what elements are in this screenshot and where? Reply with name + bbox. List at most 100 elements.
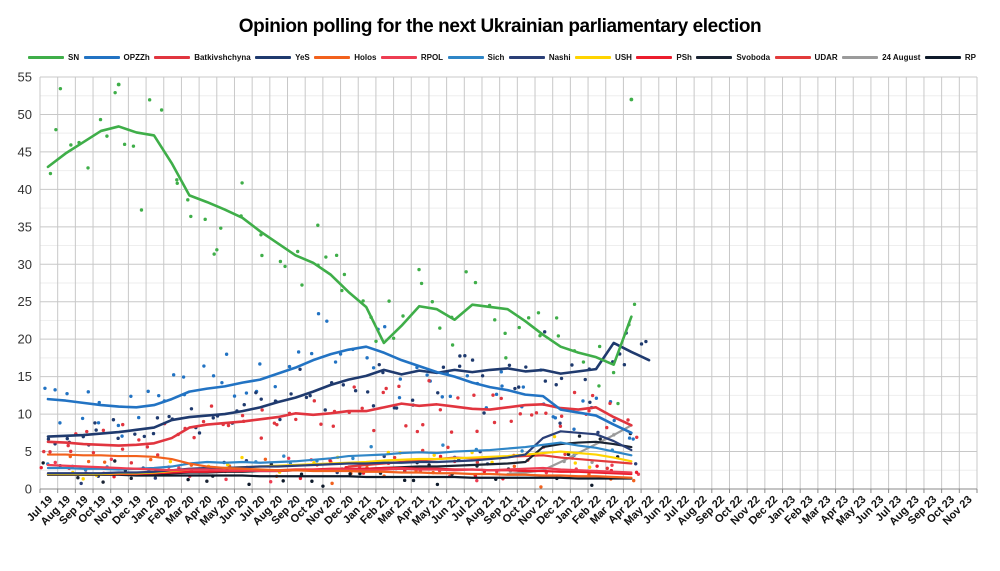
legend-label: Sich [487,53,505,62]
poll-scatter-point [86,390,90,394]
poll-scatter-point [644,339,648,344]
legend-item-Svoboda: Svoboda [696,53,770,62]
poll-scatter-point [101,428,106,433]
poll-scatter-point [86,166,90,170]
poll-scatter-point [397,395,402,400]
poll-scatter-point [401,314,405,318]
legend-swatch [696,56,733,59]
poll-scatter-point [517,385,521,389]
poll-scatter-point [215,248,219,252]
legend-item-USH: USH [575,53,632,62]
poll-scatter-point [145,445,150,449]
poll-scatter-point [211,374,216,378]
legend-swatch [28,56,64,59]
legend-swatch [508,56,545,59]
trend-line-RP [46,473,633,480]
poll-scatter-point [492,420,497,425]
poll-scatter-point [587,472,591,476]
poll-scatter-point [372,428,376,433]
poll-scatter-point [122,142,127,147]
poll-scatter-point [559,376,564,381]
y-tick-label: 25 [18,294,32,309]
legend-label: UDAR [814,53,838,62]
poll-scatter-point [310,479,314,483]
poll-scatter-point [539,485,543,489]
poll-scatter-point [526,316,531,320]
poll-scatter-point [473,280,478,285]
poll-scatter-point [480,374,485,378]
poll-scatter-point [438,454,443,459]
poll-scatter-point [133,432,137,436]
legend-item-RPOL: RPOL [380,53,444,62]
poll-scatter-point [330,481,334,486]
poll-scatter-point [558,421,562,425]
legend-swatch [314,56,351,59]
poll-scatter-point [54,127,58,132]
legend-swatch [924,56,961,59]
legend-swatch [255,56,292,59]
poll-scatter-point [131,144,136,148]
poll-scatter-point [53,388,57,392]
poll-scatter-point [111,418,116,422]
poll-scatter-point [46,437,51,441]
legend-label: RPOL [420,53,444,62]
poll-scatter-point [440,395,444,399]
poll-scatter-point [287,364,292,369]
poll-scatter-point [278,259,283,264]
legend-swatch [83,56,120,59]
poll-scatter-point [556,334,561,338]
poll-scatter-point [121,422,125,427]
trend-line-SN [46,125,633,366]
y-tick-label: 40 [18,182,32,197]
legend-label: 24 August [882,53,921,62]
legend-label: Nashi [548,53,571,62]
legend-swatch [154,56,191,59]
poll-scatter-point [65,391,69,396]
poll-scatter-point [58,86,63,91]
poll-scatter-point [595,464,599,468]
poll-scatter-point [427,379,431,383]
poll-scatter-point [86,459,91,464]
poll-scatter-point [324,255,328,259]
poll-scatter-point [294,417,298,422]
poll-scatter-point [175,178,179,182]
poll-scatter-point [590,483,594,487]
poll-scatter-point [518,412,522,416]
poll-scatter-point [377,362,381,367]
poll-scatter-point [597,344,602,349]
poll-scatter-point [328,458,332,463]
poll-scatter-point [348,472,352,476]
poll-scatter-point [299,472,304,476]
poll-scatter-point [352,385,356,389]
poll-scatter-point [374,339,378,343]
poll-scatter-point [365,390,370,394]
y-tick-label: 10 [18,407,32,422]
poll-scatter-point [450,343,455,347]
poll-scatter-point [286,456,291,460]
poll-scatter-point [563,452,567,456]
poll-scatter-point [544,411,548,415]
poll-scatter-point [41,461,45,465]
poll-scatter-point [411,478,416,483]
poll-scatter-point [58,421,62,425]
poll-scatter-point [521,385,526,389]
poll-scatter-point [85,429,89,434]
poll-scatter-point [201,419,206,424]
poll-scatter-point [137,415,141,420]
poll-scatter-point [224,477,228,482]
poll-scatter-point [65,436,69,441]
poll-scatter-point [371,366,376,370]
poll-scatter-point [365,356,369,360]
poll-scatter-point [316,312,321,316]
poll-scatter-point [43,386,47,390]
poll-scatter-point [449,430,454,434]
poll-scatter-point [425,373,429,377]
poll-scatter-point [42,449,46,454]
poll-scatter-point [259,397,263,401]
poll-scatter-point [436,391,440,395]
poll-scatter-point [542,330,547,334]
poll-scatter-point [129,461,134,465]
poll-scatter-point [587,465,592,469]
poll-scatter-point [590,393,595,398]
